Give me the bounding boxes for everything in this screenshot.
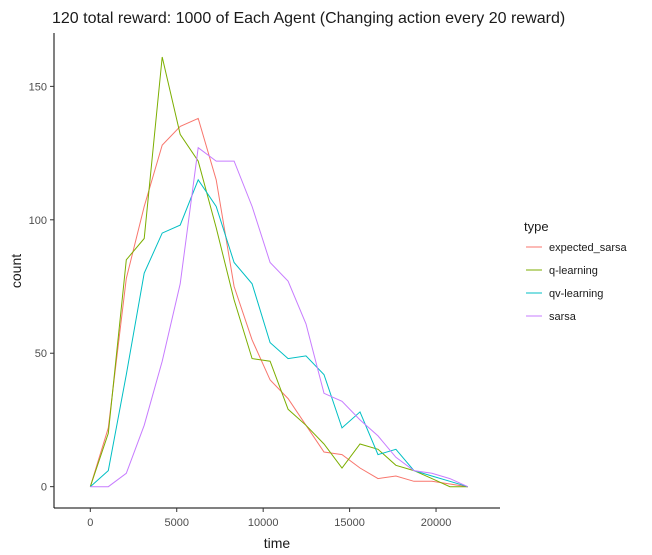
plot-area: 0 5000 10000 15000 20000 0 50 100 150 <box>29 33 500 529</box>
legend-label-expected_sarsa: expected_sarsa <box>549 242 628 254</box>
x-tick-label: 15000 <box>334 517 365 529</box>
legend: type expected_sarsa q-learning qv-learning… <box>524 219 628 323</box>
series-line-qv-learning <box>89 178 468 488</box>
y-tick-label: 150 <box>29 81 47 93</box>
series-line-sarsa <box>90 146 469 488</box>
series-layer <box>89 56 469 488</box>
legend-item-sarsa: sarsa <box>526 311 577 323</box>
legend-item-expected_sarsa: expected_sarsa <box>526 242 628 254</box>
chart-title: 120 total reward: 1000 of Each Agent (Ch… <box>52 10 565 27</box>
legend-items: expected_sarsa q-learning qv-learning sarsa <box>526 242 628 323</box>
x-tick-label: 20000 <box>421 517 452 529</box>
x-tick-label: 10000 <box>248 517 279 529</box>
legend-item-qv-learning: qv-learning <box>526 288 603 300</box>
y-tick-label: 0 <box>41 482 47 494</box>
x-axis-title: time <box>264 535 291 551</box>
y-tick-label: 50 <box>35 348 47 360</box>
x-tick-label: 5000 <box>164 517 188 529</box>
legend-item-q-learning: q-learning <box>526 265 598 277</box>
legend-label-qv-learning: qv-learning <box>549 288 603 300</box>
series-line-q-learning <box>89 56 468 488</box>
x-tick-label: 0 <box>87 517 93 529</box>
legend-title: type <box>524 219 549 234</box>
y-tick-label: 100 <box>29 215 47 227</box>
y-axis-title: count <box>8 254 24 288</box>
legend-label-sarsa: sarsa <box>549 311 577 323</box>
series-line-expected_sarsa <box>89 117 468 488</box>
x-axis-ticks: 0 5000 10000 15000 20000 <box>87 508 451 529</box>
y-axis-ticks: 0 50 100 150 <box>29 81 54 494</box>
legend-label-q-learning: q-learning <box>549 265 598 277</box>
